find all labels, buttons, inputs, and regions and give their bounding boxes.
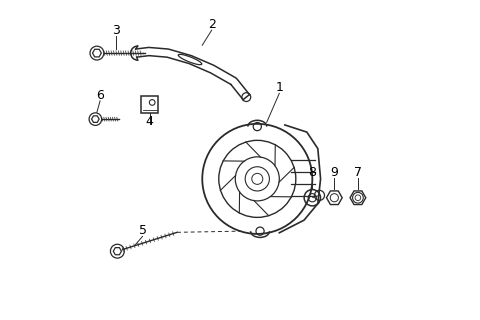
Text: 3: 3 bbox=[112, 24, 120, 37]
Text: 5: 5 bbox=[139, 224, 146, 237]
Text: 2: 2 bbox=[208, 18, 216, 31]
Text: 6: 6 bbox=[96, 89, 104, 102]
Text: 4: 4 bbox=[145, 116, 154, 128]
Text: 1: 1 bbox=[276, 81, 283, 94]
Text: 8: 8 bbox=[308, 166, 316, 179]
Text: 7: 7 bbox=[354, 166, 362, 179]
Text: 9: 9 bbox=[330, 166, 338, 179]
